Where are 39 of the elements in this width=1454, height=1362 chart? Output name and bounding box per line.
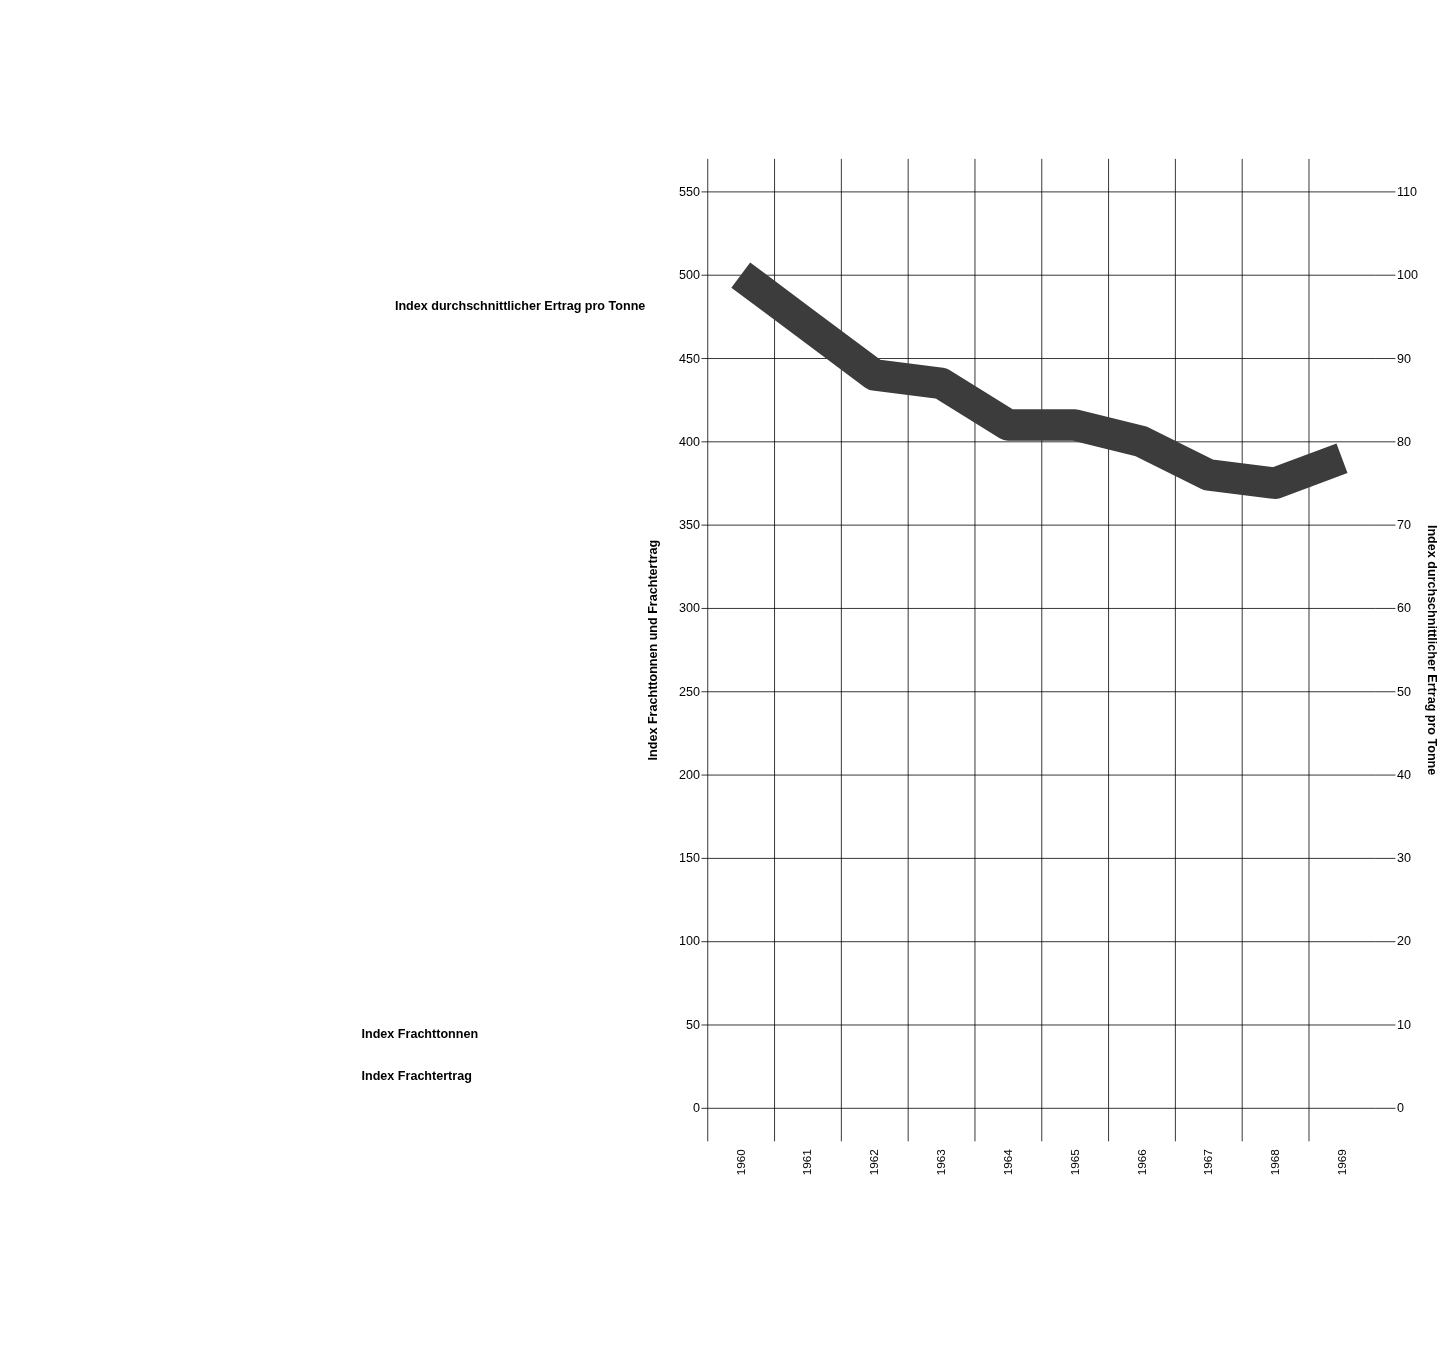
x-tick-label: 1960 <box>733 1148 747 1176</box>
y2-tick-label: 110 <box>1397 185 1418 200</box>
y-tick-label: 100 <box>678 934 700 949</box>
y-tick-label: 150 <box>678 851 700 866</box>
y2-tick-label: 10 <box>1397 1017 1412 1032</box>
y2-tick-label: 100 <box>1397 268 1418 283</box>
y-tick-label: 200 <box>678 767 700 782</box>
y2-tick-label: 70 <box>1397 518 1412 533</box>
y2-tick-label: 30 <box>1397 851 1412 866</box>
y-tick-label: 50 <box>685 1017 700 1032</box>
x-tick-label: 1964 <box>1000 1148 1014 1176</box>
y2-tick-label: 0 <box>1397 1100 1405 1115</box>
y-tick-label: 250 <box>678 684 700 699</box>
y2-tick-label: 40 <box>1397 767 1412 782</box>
x-tick-label: 1966 <box>1134 1148 1148 1176</box>
y-tick-label: 300 <box>678 601 700 616</box>
y-axis-title: Index Frachttonnen und Frachtertrag <box>645 539 660 761</box>
text: Index Frachttonnen <box>361 1027 479 1042</box>
y-tick-label: 550 <box>678 185 700 200</box>
y2-tick-label: 80 <box>1397 434 1412 449</box>
x-tick-label: 1961 <box>800 1149 814 1176</box>
x-tick-label: 1965 <box>1067 1148 1081 1176</box>
y-tick-label: 0 <box>692 1100 700 1115</box>
text: Index Frachtertrag <box>361 1068 472 1083</box>
y2-axis-title: Index durchschnittlicher Ertrag pro Tonne <box>1425 524 1440 776</box>
y2-tick-label: 60 <box>1397 601 1412 616</box>
y2-tick-label: 50 <box>1397 684 1412 699</box>
y-tick-label: 450 <box>678 351 700 366</box>
x-tick-label: 1968 <box>1268 1148 1282 1176</box>
y2-tick-label: 20 <box>1397 934 1412 949</box>
y-tick-label: 350 <box>678 518 700 533</box>
x-tick-label: 1962 <box>867 1149 881 1176</box>
y2-tick-label: 90 <box>1397 351 1412 366</box>
x-tick-label: 1963 <box>934 1148 948 1176</box>
y-tick-label: 500 <box>678 268 700 283</box>
x-tick-label: 1967 <box>1201 1149 1215 1176</box>
text: Index durchschnittlicher Ertrag pro Tonne <box>394 299 646 314</box>
y-tick-label: 400 <box>678 434 700 449</box>
x-tick-label: 1969 <box>1334 1149 1348 1176</box>
